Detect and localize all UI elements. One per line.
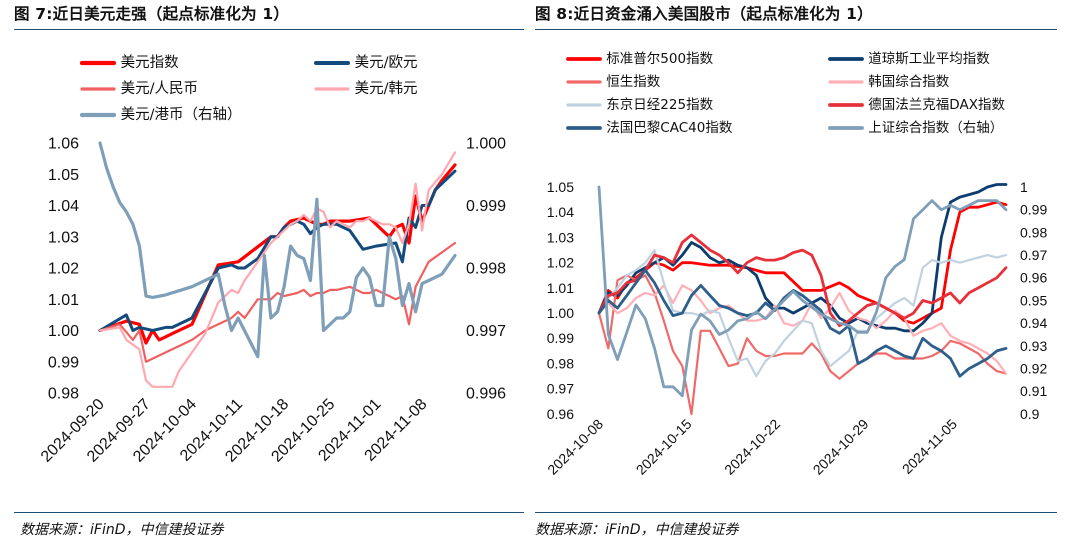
legend-label: 上证综合指数（右轴） — [868, 120, 1004, 136]
y-right-tick-label: 0.94 — [1020, 315, 1047, 331]
y-left-tick-label: 1.05 — [547, 179, 574, 195]
y-right-tick-label: 0.999 — [466, 198, 506, 215]
legend-item: 美元/人民币 — [80, 77, 198, 98]
y-right-tick-label: 0.997 — [466, 323, 506, 340]
y-left-tick-label: 1.00 — [547, 305, 574, 321]
legend-item: 东京日经225指数 — [566, 93, 713, 113]
title-rule — [535, 29, 1057, 30]
legend-item: 美元/韩元 — [314, 77, 418, 98]
y-right-tick-label: 0.95 — [1020, 292, 1047, 308]
legend-label: 东京日经225指数 — [606, 97, 714, 113]
y-right-tick-label: 0.93 — [1020, 338, 1047, 354]
y-right-tick-label: 0.91 — [1020, 383, 1047, 399]
y-left-tick-label: 1.03 — [48, 229, 79, 246]
chart-title: 图 7:近日美元走强（起点标准化为 1） — [14, 5, 290, 23]
series-line — [597, 233, 1008, 328]
legend-item: 法国巴黎CAC40指数 — [566, 116, 732, 136]
legend-label: 标准普尔500指数 — [606, 51, 714, 67]
y-right-tick-label: 0.99 — [1020, 202, 1047, 218]
y-left-tick-label: 0.97 — [547, 381, 574, 397]
legend-item: 美元指数 — [79, 51, 179, 72]
legend-item: 美元/欧元 — [314, 51, 418, 72]
legend-label: 恒生指数 — [606, 74, 661, 90]
x-tick-label: 2024-10-29 — [810, 416, 872, 478]
y-left-tick-label: 0.98 — [48, 386, 79, 403]
legend-item: 韩国综合指数 — [828, 70, 949, 90]
legend-label: 美元/人民币 — [120, 81, 198, 97]
chart-plot-area: 0.96 0.97 0.98 0.99 1.00 1.01 1.02 1.03 1.04 1.05… — [544, 179, 1047, 478]
series-line — [98, 151, 457, 388]
y-left-tick-label: 1.04 — [48, 198, 79, 215]
y-right-tick-label: 1.000 — [466, 136, 506, 153]
y-left-tick-label: 1.01 — [547, 280, 574, 296]
y-right-tick-label: 0.996 — [466, 386, 506, 403]
y-right-tick-label: 0.998 — [466, 261, 506, 278]
legend-item: 道琼斯工业平均指数 — [828, 47, 990, 67]
y-right-tick-label: 0.97 — [1020, 247, 1047, 263]
series-line — [597, 249, 1008, 378]
y-left-tick-label: 0.99 — [547, 330, 574, 346]
legend-item: 标准普尔500指数 — [566, 47, 713, 67]
series-line — [597, 268, 1008, 378]
legend-label: 美元指数 — [120, 55, 179, 71]
y-left-tick-label: 1.01 — [48, 292, 79, 309]
legend-label: 法国巴黎CAC40指数 — [606, 120, 733, 136]
y-left-tick-label: 1.06 — [48, 136, 79, 153]
legend-label: 德国法兰克福DAX指数 — [868, 97, 1005, 113]
legend-item: 德国法兰克福DAX指数 — [828, 93, 1005, 113]
y-left-tick-label: 0.98 — [547, 355, 574, 371]
y-left-tick-label: 1.03 — [547, 229, 574, 245]
series-line — [98, 141, 457, 359]
series-line — [597, 274, 1008, 416]
title-rule — [14, 29, 524, 30]
series-line — [98, 163, 457, 345]
legend-label: 道琼斯工业平均指数 — [868, 51, 990, 67]
x-tick-label: 2024-10-22 — [721, 416, 783, 478]
footer-rule — [14, 512, 524, 513]
y-right-tick-label: 1 — [1020, 179, 1028, 195]
legend-label: 美元/欧元 — [354, 55, 418, 71]
source-note: 数据来源：iFinD，中信建投证券 — [20, 522, 224, 538]
chart-title: 图 8:近日资金涌入美国股市（起点标准化为 1） — [535, 5, 873, 23]
legend-label: 美元/韩元 — [354, 81, 418, 97]
y-right-tick-label: 0.92 — [1020, 361, 1047, 377]
legend-item: 恒生指数 — [566, 70, 660, 90]
y-left-tick-label: 0.96 — [547, 406, 574, 422]
y-left-tick-label: 1.00 — [48, 323, 79, 340]
source-note: 数据来源：iFinD，中信建投证券 — [535, 522, 739, 538]
y-right-tick-label: 0.98 — [1020, 224, 1047, 240]
series-line — [98, 241, 457, 363]
y-left-tick-label: 1.05 — [48, 167, 79, 184]
x-tick-label: 2024-10-08 — [544, 416, 606, 478]
footer-rule — [535, 512, 1057, 513]
chart-plot-area: 0.98 0.99 1.00 1.01 1.02 1.03 1.04 1.05 1.06 0.99… — [38, 136, 506, 466]
legend-label: 韩国综合指数 — [868, 74, 950, 90]
x-tick-label: 2024-10-15 — [633, 416, 695, 478]
y-right-tick-label: 0.96 — [1020, 270, 1047, 286]
x-tick-label: 2024-11-05 — [899, 416, 960, 477]
series-line — [597, 185, 1008, 398]
y-left-tick-label: 1.02 — [48, 261, 79, 278]
y-left-tick-label: 1.04 — [547, 204, 574, 220]
legend-item: 美元/港币（右轴） — [79, 103, 242, 124]
legend-label: 美元/港币（右轴） — [120, 107, 242, 123]
chart-panel-2: 图 8:近日资金涌入美国股市（起点标准化为 1） 0.96 0.97 0.98 0.9… — [535, 0, 1080, 549]
y-right-tick-label: 0.9 — [1020, 406, 1040, 422]
y-left-tick-label: 0.99 — [48, 354, 79, 371]
legend-item: 上证综合指数（右轴） — [828, 116, 1003, 136]
y-left-tick-label: 1.02 — [547, 255, 574, 271]
chart-panel-1: 图 7:近日美元走强（起点标准化为 1） 0.98 0.99 1.00 1.01 1.0… — [14, 5, 524, 538]
